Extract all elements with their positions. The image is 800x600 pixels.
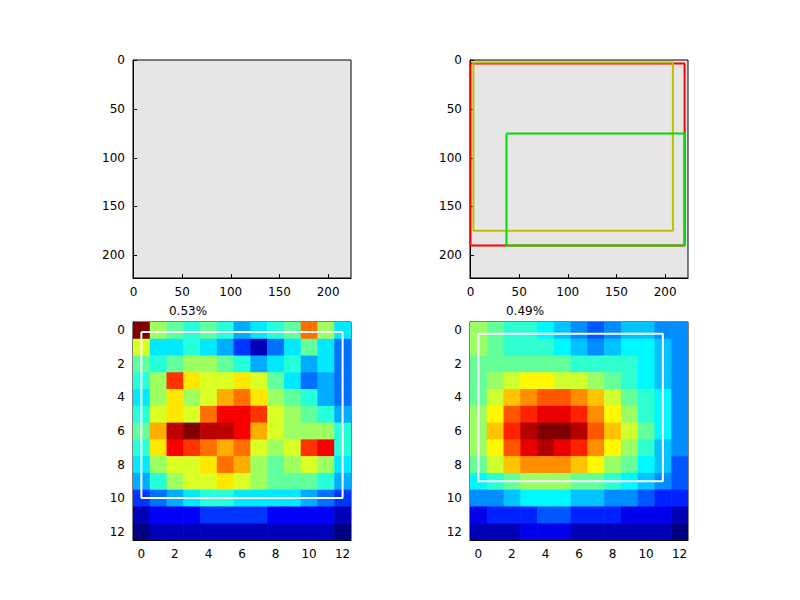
svg-text:2: 2 [454,357,462,371]
svg-text:4: 4 [205,547,213,561]
svg-text:0: 0 [138,547,146,561]
svg-text:2: 2 [171,547,179,561]
svg-text:10: 10 [447,491,462,505]
svg-text:100: 100 [439,151,462,165]
svg-text:0.53%: 0.53% [169,304,207,318]
svg-text:200: 200 [317,285,340,299]
svg-text:0: 0 [454,323,462,337]
svg-text:0: 0 [117,53,125,67]
svg-text:4: 4 [454,390,462,404]
svg-text:0: 0 [454,53,462,67]
svg-text:12: 12 [110,525,125,539]
svg-text:8: 8 [454,458,462,472]
svg-text:6: 6 [575,547,583,561]
svg-text:200: 200 [654,285,677,299]
svg-text:150: 150 [605,285,628,299]
svg-text:0: 0 [475,547,483,561]
svg-text:150: 150 [102,199,125,213]
svg-text:50: 50 [512,285,527,299]
svg-text:12: 12 [672,547,687,561]
svg-text:50: 50 [447,102,462,116]
svg-text:0.49%: 0.49% [506,304,544,318]
svg-text:0: 0 [130,285,138,299]
svg-text:4: 4 [542,547,550,561]
svg-text:10: 10 [110,491,125,505]
svg-text:6: 6 [117,424,125,438]
svg-text:2: 2 [117,357,125,371]
svg-text:200: 200 [102,248,125,262]
svg-text:50: 50 [110,102,125,116]
svg-text:100: 100 [219,285,242,299]
svg-text:12: 12 [335,547,350,561]
svg-text:4: 4 [117,390,125,404]
svg-text:12: 12 [447,525,462,539]
svg-text:8: 8 [117,458,125,472]
svg-text:10: 10 [301,547,316,561]
svg-text:0: 0 [467,285,475,299]
svg-text:8: 8 [609,547,617,561]
svg-text:150: 150 [268,285,291,299]
svg-text:2: 2 [508,547,516,561]
svg-text:10: 10 [638,547,653,561]
svg-text:8: 8 [272,547,280,561]
svg-text:200: 200 [439,248,462,262]
svg-text:0: 0 [117,323,125,337]
svg-text:50: 50 [175,285,190,299]
svg-text:100: 100 [102,151,125,165]
svg-text:6: 6 [454,424,462,438]
svg-text:150: 150 [439,199,462,213]
svg-text:6: 6 [238,547,246,561]
svg-text:100: 100 [556,285,579,299]
